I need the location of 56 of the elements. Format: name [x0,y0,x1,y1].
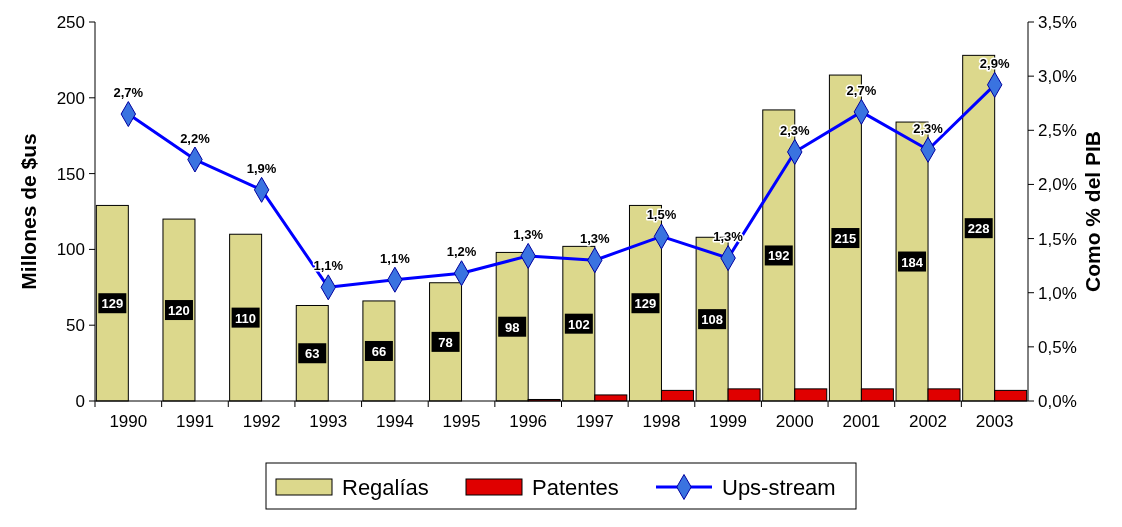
y2-tick-label: 0,5% [1038,337,1077,357]
legend-label: Regalías [342,475,429,500]
x-tick-label: 2002 [909,412,947,431]
y2-tick-label: 1,5% [1038,229,1077,249]
data-label: 1,3% [580,231,611,247]
x-tick-label: 1992 [242,412,281,431]
data-label: 2,2% [180,130,211,146]
y-tick-label: 250 [56,13,85,32]
data-label: 98 [504,319,520,335]
y2-tick-label: 1,0% [1038,283,1077,303]
data-label: 184 [901,254,924,270]
y-tick-label: 0 [75,392,85,411]
data-label: 1,1% [380,250,411,266]
data-label: 2,3% [913,120,944,136]
data-label: 78 [438,334,453,350]
data-label: 120 [168,303,190,319]
y2-tick-label: 0,0% [1038,392,1077,411]
legend-label: Patentes [532,475,619,500]
x-tick-label: 2003 [975,412,1014,431]
x-tick-label: 1998 [642,412,681,431]
x-tick-label: 1997 [575,412,614,431]
y2-tick-label: 2,0% [1038,175,1077,195]
data-label: 192 [767,248,790,264]
x-tick-label: 1993 [309,412,348,431]
data-label: 66 [371,343,387,359]
x-tick-label: 1999 [709,412,748,431]
legend-label: Ups-stream [722,475,836,500]
x-tick-label: 1995 [442,412,481,431]
y-tick-label: 200 [56,88,85,108]
data-label: 129 [101,296,124,312]
data-label: 102 [567,316,590,332]
data-label: 108 [701,312,723,328]
y-axis-title: Millones de $us [17,133,40,290]
data-label: 1,2% [446,244,477,260]
data-label: 129 [634,296,657,312]
x-tick-label: 2000 [775,412,814,431]
x-tick-label: 1996 [509,412,548,431]
y2-tick-label: 3,5% [1038,13,1077,32]
x-tick-label: 1991 [176,412,214,431]
data-label: 228 [967,221,990,237]
x-tick-label: 2001 [842,412,881,431]
y-tick-label: 50 [66,316,85,336]
y-tick-label: 150 [56,164,85,184]
y2-tick-label: 3,0% [1038,67,1077,87]
y2-axis-title: Como % del PIB [1081,130,1104,293]
x-tick-label: 1990 [109,412,148,431]
y-tick-label: 100 [56,240,85,260]
data-label: 2,7% [113,85,144,101]
data-label: 1,3% [513,226,544,242]
data-label: 110 [235,310,257,326]
y2-tick-label: 2,5% [1038,121,1077,141]
data-label: 215 [834,231,857,247]
data-label: 1,1% [313,258,344,274]
x-tick-label: 1994 [375,412,414,431]
data-label: 1,9% [246,160,277,176]
data-label: 63 [305,346,320,362]
